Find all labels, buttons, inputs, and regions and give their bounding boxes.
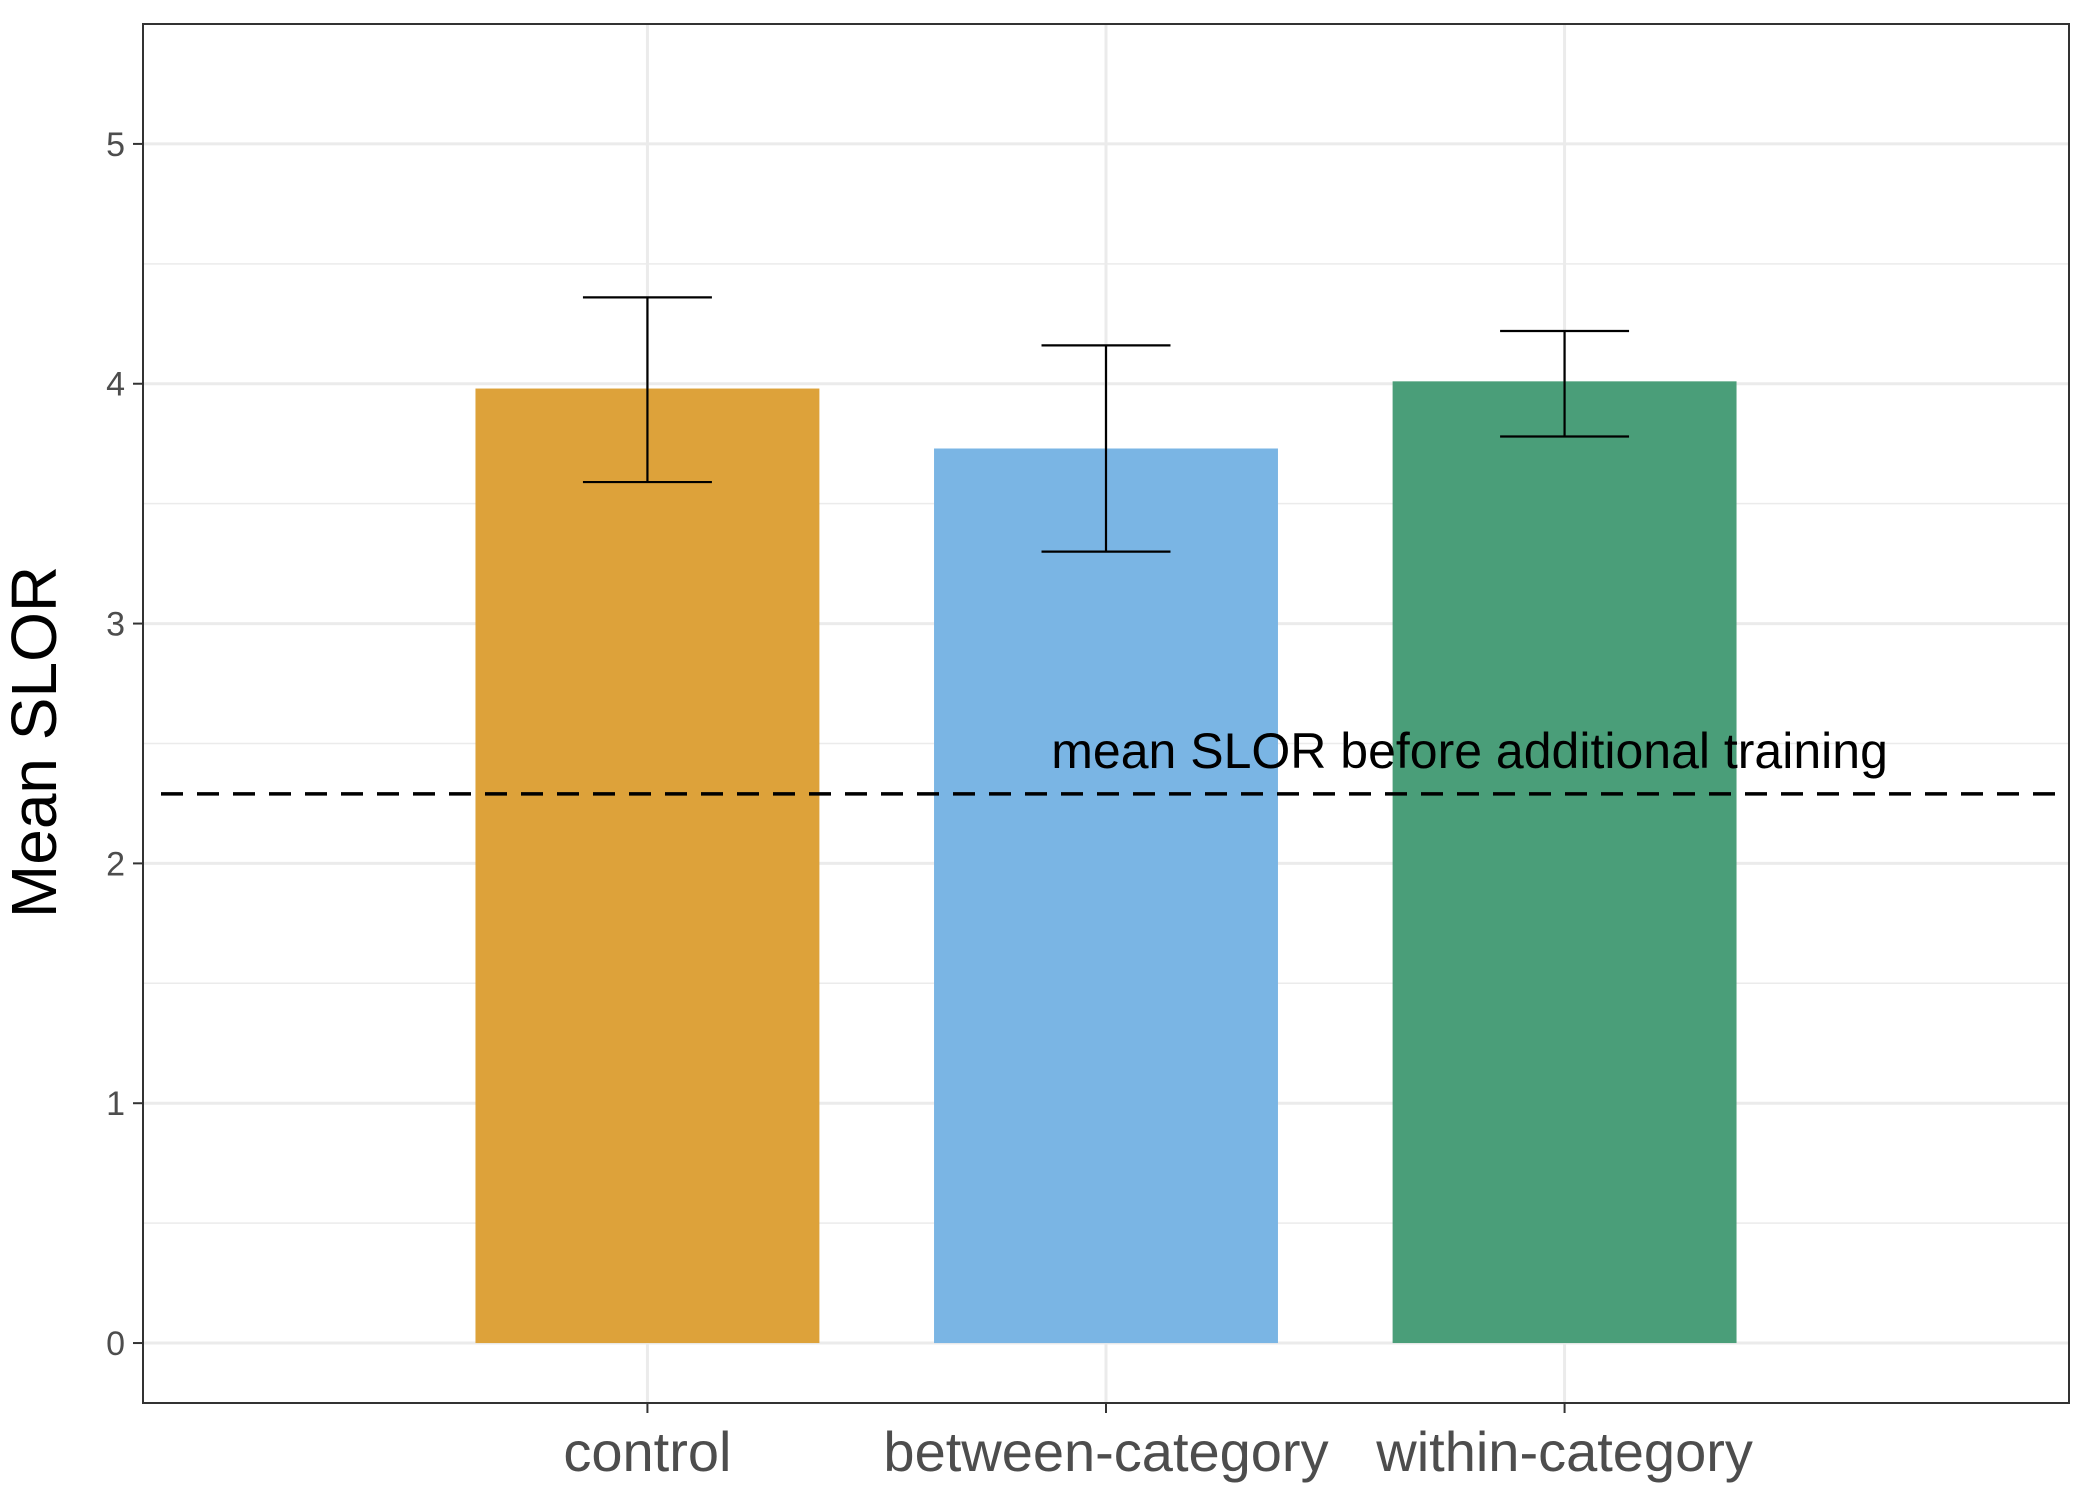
x-axis-ticks: control between-category within-category <box>563 1403 1753 1483</box>
error-bar-between-category <box>1041 344 1171 553</box>
bar-within-category <box>1392 381 1737 1344</box>
error-bar-control <box>582 296 712 484</box>
x-tick-label-between-category: between-category <box>883 1420 1328 1483</box>
y-axis-title: Mean SLOR <box>0 566 70 918</box>
x-tick-label-control: control <box>563 1420 731 1483</box>
error-bars <box>582 296 1630 553</box>
y-tick-label: 0 <box>106 1325 125 1363</box>
y-tick-label: 4 <box>106 366 125 404</box>
x-tick-label-within-category: within-category <box>1375 1420 1753 1483</box>
y-tick-label: 1 <box>106 1085 125 1123</box>
y-tick-label: 3 <box>106 606 125 644</box>
y-tick-label: 5 <box>106 126 125 164</box>
y-tick-label: 2 <box>106 845 125 883</box>
y-axis-ticks: 0 1 2 3 4 5 <box>106 126 143 1363</box>
reference-line-label: mean SLOR before additional training <box>1051 723 1888 779</box>
bar-between-category <box>934 448 1278 1344</box>
bar-control <box>475 388 820 1344</box>
error-bar-within-category <box>1500 329 1630 438</box>
bars <box>475 381 1737 1344</box>
